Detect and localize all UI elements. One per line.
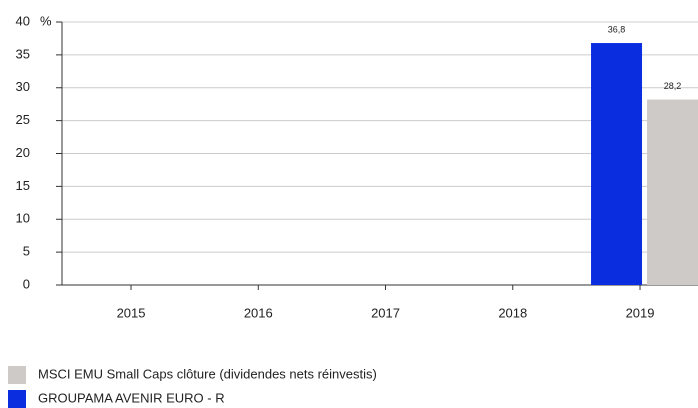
legend-label: MSCI EMU Small Caps clôture (dividendes … [38, 366, 377, 381]
x-tick-label: 2019 [626, 305, 655, 320]
x-tick-label: 2017 [371, 305, 400, 320]
legend-label: GROUPAMA AVENIR EURO - R [38, 390, 225, 405]
y-tick-label: 5 [23, 244, 30, 259]
legend-swatch [8, 390, 26, 408]
value-label: 36,8 [608, 24, 626, 34]
legend-swatch [8, 366, 26, 384]
bar [591, 43, 643, 285]
y-tick-label: 40 [16, 13, 30, 28]
x-tick-label: 2018 [498, 305, 527, 320]
y-tick-label: 10 [16, 211, 30, 226]
y-unit: % [40, 13, 52, 28]
x-tick-label: 2016 [244, 305, 273, 320]
x-tick-label: 2015 [117, 305, 146, 320]
y-tick-label: 20 [16, 145, 30, 160]
y-tick-label: 30 [16, 79, 30, 94]
y-tick-label: 0 [23, 276, 30, 291]
y-tick-label: 15 [16, 178, 30, 193]
y-tick-label: 35 [16, 46, 30, 61]
bar [647, 99, 698, 286]
value-label: 28,2 [664, 81, 682, 91]
y-tick-label: 25 [16, 112, 30, 127]
